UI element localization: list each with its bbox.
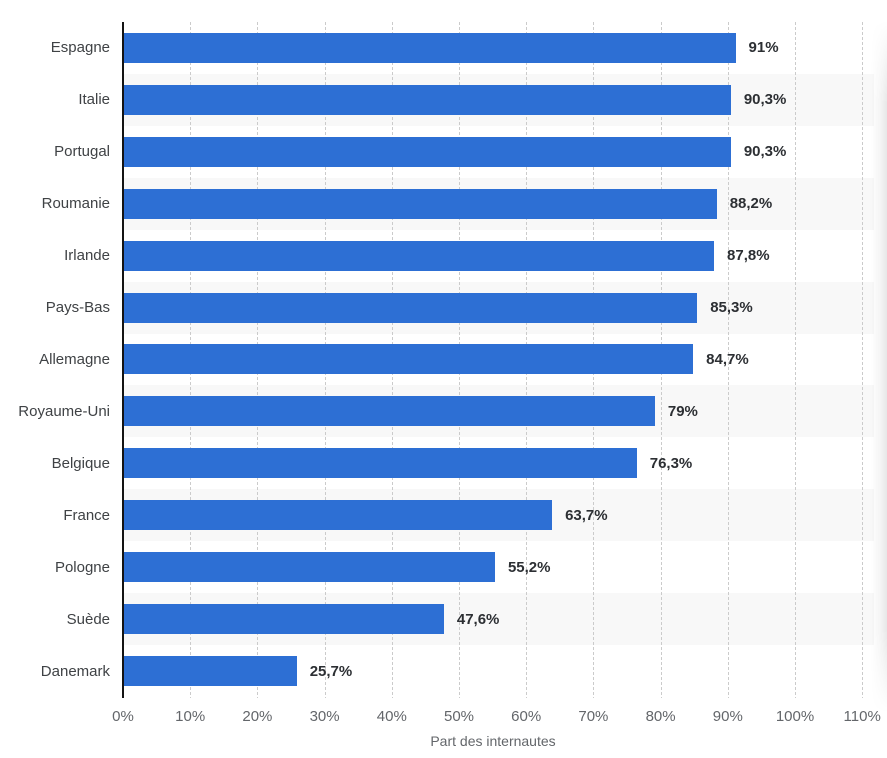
x-tick-label: 30% xyxy=(309,708,340,725)
y-axis-line xyxy=(122,22,124,698)
table-row: Belgique 76,3% xyxy=(0,437,887,489)
table-row: Roumanie 88,2% xyxy=(0,178,887,230)
x-tick-label: 80% xyxy=(645,708,676,725)
value-label: 87,8% xyxy=(727,247,770,265)
category-label: Pays-Bas xyxy=(45,299,110,317)
gridline xyxy=(862,22,864,698)
x-tick-label: 40% xyxy=(376,708,407,725)
value-label: 90,3% xyxy=(743,143,787,161)
x-tick-label: 10% xyxy=(175,708,206,725)
bar[interactable] xyxy=(124,500,553,531)
value-label: 91% xyxy=(748,39,779,57)
category-label: Allemagne xyxy=(39,350,110,368)
table-row: Danemark 25,7% xyxy=(0,645,887,697)
bar[interactable] xyxy=(124,84,731,115)
bar[interactable] xyxy=(124,656,297,687)
category-label: Danemark xyxy=(40,662,110,680)
table-row: France 63,7% xyxy=(0,489,887,541)
value-label: 88,2% xyxy=(729,195,773,213)
x-tick-label: 60% xyxy=(511,708,542,725)
category-label: Irlande xyxy=(64,247,110,265)
table-row: Pologne 55,2% xyxy=(0,541,887,593)
table-row: Portugal 90,3% xyxy=(0,126,887,178)
table-row: Italie 90,3% xyxy=(0,74,887,126)
gridline xyxy=(795,22,796,698)
bar[interactable] xyxy=(124,188,717,219)
bar-rows: Espagne 91% Italie 90,3% Portugal 90,3% Rouman… xyxy=(0,22,887,697)
x-tick-label: 90% xyxy=(712,708,743,725)
x-tick-label: 70% xyxy=(578,708,609,725)
category-label: Italie xyxy=(78,91,110,109)
value-label: 47,6% xyxy=(456,610,500,628)
bar[interactable] xyxy=(124,448,637,479)
category-label: France xyxy=(63,506,110,524)
value-label: 85,3% xyxy=(710,299,753,317)
table-row: Irlande 87,8% xyxy=(0,230,887,282)
bar[interactable] xyxy=(124,552,495,583)
x-tick-label: 0% xyxy=(112,708,134,725)
table-row: Allemagne 84,7% xyxy=(0,334,887,386)
table-row: Royaume-Uni 79% xyxy=(0,385,887,437)
category-label: Roumanie xyxy=(41,195,110,213)
bar[interactable] xyxy=(124,604,444,635)
value-label: 76,3% xyxy=(649,454,693,472)
bar[interactable] xyxy=(124,32,736,63)
category-label: Pologne xyxy=(54,558,110,576)
bar[interactable] xyxy=(124,396,655,427)
category-label: Suède xyxy=(66,610,110,628)
bar[interactable] xyxy=(124,292,698,323)
table-row: Pays-Bas 85,3% xyxy=(0,282,887,334)
bar[interactable] xyxy=(124,344,694,375)
category-label: Royaume-Uni xyxy=(18,402,110,420)
category-label: Espagne xyxy=(50,39,110,57)
page-edge-shadow xyxy=(871,20,887,713)
x-axis-tick-labels: 0% 10% 20% 30% 40% 50% 60% 70% 80% 90% 100% 110% xyxy=(0,708,887,725)
bar[interactable] xyxy=(124,136,731,167)
value-label: 90,3% xyxy=(743,91,787,109)
value-label: 63,7% xyxy=(565,506,608,524)
table-row: Suède 47,6% xyxy=(0,593,887,645)
value-label: 55,2% xyxy=(507,558,551,576)
table-row: Espagne 91% xyxy=(0,22,887,74)
x-tick-label: 100% xyxy=(775,708,815,725)
x-axis-title: Part des internautes xyxy=(430,733,556,749)
category-label: Portugal xyxy=(54,143,110,161)
category-label: Belgique xyxy=(51,454,110,472)
value-label: 79% xyxy=(667,402,698,420)
value-label: 25,7% xyxy=(309,662,353,680)
x-tick-label: 50% xyxy=(443,708,475,725)
x-tick-label: 20% xyxy=(242,708,273,725)
gridline xyxy=(727,22,729,698)
bar[interactable] xyxy=(124,240,715,271)
value-label: 84,7% xyxy=(706,350,749,368)
x-tick-label: 110% xyxy=(843,708,881,725)
